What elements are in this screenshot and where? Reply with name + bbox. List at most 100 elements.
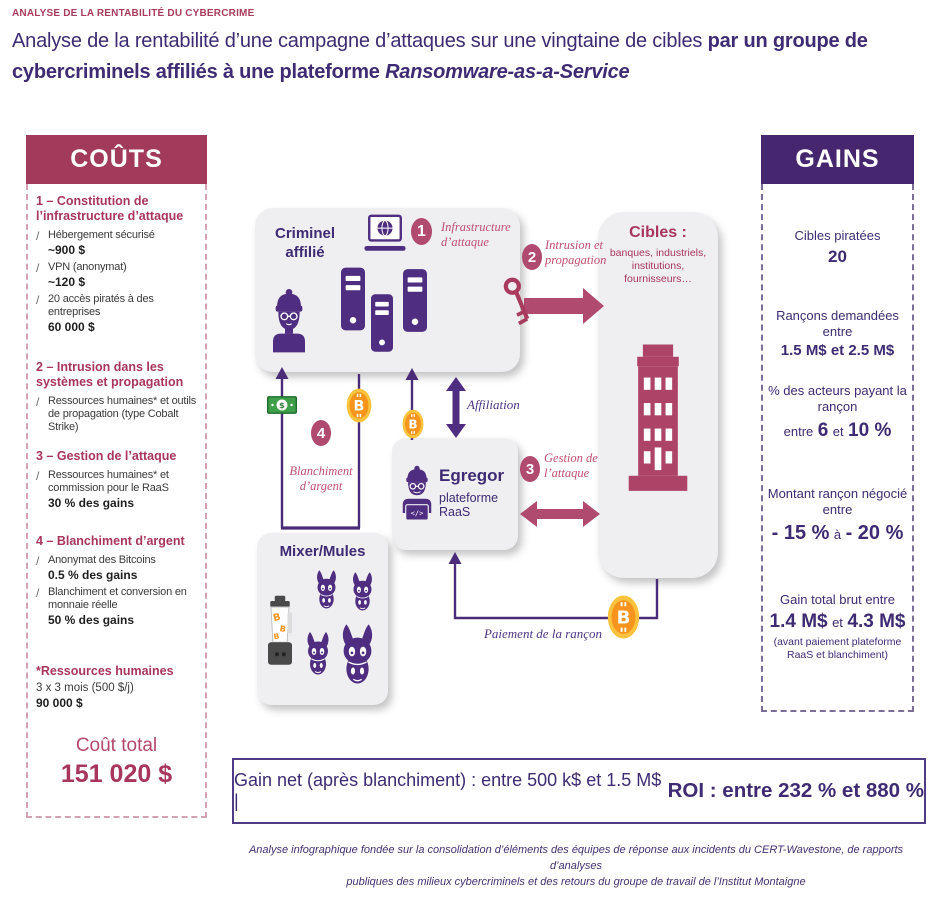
cost-footnote: *Ressources humaines 3 x 3 mois (500 $/j… bbox=[36, 664, 204, 710]
affiliation-arrow bbox=[446, 377, 466, 438]
step-badge-2: 2 bbox=[522, 244, 542, 270]
title-bold-1: par un groupe de bbox=[707, 30, 868, 52]
criminal-title: Criminel affilié bbox=[259, 224, 351, 262]
gains-panel: GAINS Cibles piratées 20 Rançons demandé… bbox=[761, 135, 914, 712]
gain-entry-gross: Gain total brut entre 1.4 M$ et 4.3 M$ (… bbox=[767, 592, 908, 662]
step-label-4: Blanchiment d’argent bbox=[285, 464, 357, 494]
mule-icon bbox=[313, 569, 340, 611]
arrowhead-up bbox=[448, 552, 462, 564]
gain-label: Rançons demandées entre bbox=[776, 308, 899, 339]
cost-total-value: 151 020 $ bbox=[60, 760, 173, 788]
step-label-2: Intrusion et propagation bbox=[545, 238, 617, 268]
footer-line-1: Analyse infographique fondée sur la cons… bbox=[248, 844, 904, 872]
eyebrow-label: ANALYSE DE LA RENTABILITÉ DU CYBERCRIME bbox=[12, 8, 255, 19]
costs-panel: COÛTS 1 – Constitution de l’infrastructu… bbox=[26, 135, 207, 818]
title-line-2: cybercriminels affiliés à une plateforme… bbox=[12, 57, 932, 88]
dollar-bill-icon: $ bbox=[267, 396, 297, 414]
server-icon bbox=[341, 266, 365, 332]
gains-body: Cibles piratées 20 Rançons demandées ent… bbox=[761, 184, 914, 712]
gain-entry-negotiated: Montant rançon négocié entre - 15 % à - … bbox=[767, 486, 908, 545]
cost-item-value: 50 % des gains bbox=[48, 613, 135, 627]
gain-entry-targets: Cibles piratées 20 bbox=[767, 228, 908, 267]
cost-item-text: Ressources humaines* et outils de propag… bbox=[48, 395, 197, 433]
criminal-box: Criminel affilié bbox=[255, 208, 520, 372]
blender-icon: B B B bbox=[268, 595, 292, 665]
step-label-3: Gestion de l’attaque bbox=[544, 451, 610, 481]
step-label-line: Blanchiment bbox=[289, 464, 353, 478]
gain-value: 6 bbox=[817, 420, 829, 441]
cost-section-title: 2 – Intrusion dans les systèmes et propa… bbox=[36, 360, 184, 389]
step-label-line: Infrastructure bbox=[441, 220, 511, 234]
svg-text:B: B bbox=[272, 612, 282, 624]
cost-section-1: 1 – Constitution de l’infrastructure d’a… bbox=[36, 194, 204, 338]
cost-item: / 20 accès piratés à des entreprises 60 … bbox=[36, 293, 204, 334]
slash-bullet: / bbox=[36, 293, 40, 307]
footnote-value: 90 000 $ bbox=[36, 696, 83, 710]
bitcoin-icon bbox=[402, 409, 424, 439]
intrusion-arrow bbox=[524, 288, 604, 324]
step-badge-3: 3 bbox=[520, 456, 540, 482]
footnote-title: *Ressources humaines bbox=[36, 664, 174, 678]
footer-line-2: publiques des milieux cybercriminels et … bbox=[346, 876, 806, 888]
summary-roi: ROI : entre 232 % et 880 % bbox=[667, 779, 924, 802]
cost-item-text: 20 accès piratés à des entreprises bbox=[48, 293, 154, 318]
cost-item-value: ~900 $ bbox=[48, 243, 86, 257]
cost-section-title: 3 – Gestion de l’attaque bbox=[36, 449, 177, 463]
cost-section-title: 4 – Blanchiment d’argent bbox=[36, 534, 185, 548]
svg-text:</>: </> bbox=[411, 508, 424, 517]
key-icon bbox=[503, 277, 530, 326]
gain-value: - 20 % bbox=[845, 522, 904, 544]
cost-item: / Ressources humaines* et outils de prop… bbox=[36, 395, 204, 434]
step-label-line: propagation bbox=[545, 253, 607, 267]
gain-value: 1.5 M$ et 2.5 M$ bbox=[780, 342, 895, 359]
svg-text:B: B bbox=[279, 623, 287, 634]
cost-section-title: 1 – Constitution de l’infrastructure d’a… bbox=[36, 194, 184, 223]
targets-sub-2: institutions, fournisseurs… bbox=[624, 260, 692, 285]
gain-value: 20 bbox=[828, 247, 847, 266]
cost-item-text: Hébergement sécurisé bbox=[48, 229, 155, 241]
cost-item-text: VPN (anonymat) bbox=[48, 261, 127, 273]
gain-label: Cibles piratées bbox=[794, 228, 881, 243]
mule-icon bbox=[303, 625, 333, 683]
gain-note: (avant paiement plateforme bbox=[773, 636, 902, 648]
mixer-box: Mixer/Mules B B B bbox=[257, 533, 388, 705]
criminal-title-1: Criminel bbox=[274, 225, 335, 242]
bitcoin-icon bbox=[346, 388, 372, 423]
server-icon bbox=[403, 268, 427, 333]
cost-item: / Anonymat des Bitcoins 0.5 % des gains bbox=[36, 554, 204, 582]
gain-value: - 15 % bbox=[771, 522, 830, 544]
slash-bullet: / bbox=[36, 554, 40, 568]
cost-item-text: Ressources humaines* et commission pour … bbox=[48, 469, 169, 494]
targets-sub-1: banques, industriels, bbox=[609, 247, 707, 259]
footnote-line: 3 x 3 mois (500 $/j) bbox=[36, 682, 134, 694]
step-label-line: Intrusion et bbox=[545, 238, 603, 252]
building-icon bbox=[628, 344, 688, 491]
gain-label: entre bbox=[822, 502, 853, 517]
page-title: Analyse de la rentabilité d’une campagne… bbox=[12, 26, 932, 88]
costs-body: 1 – Constitution de l’infrastructure d’a… bbox=[26, 184, 207, 818]
gain-label: Gain total brut entre bbox=[780, 592, 895, 607]
step-badge-1: 1 bbox=[411, 218, 432, 245]
gain-text: à bbox=[833, 527, 842, 542]
cost-total: Coût total 151 020 $ bbox=[28, 735, 205, 789]
gain-label: rançon bbox=[817, 399, 858, 414]
cost-item-text: Blanchiment et conversion en monnaie rée… bbox=[48, 586, 187, 611]
slash-bullet: / bbox=[36, 261, 40, 275]
title-line-1: Analyse de la rentabilité d’une campagne… bbox=[12, 26, 932, 57]
title-italic: Ransomware-as-a-Service bbox=[385, 61, 630, 83]
server-icon bbox=[371, 292, 393, 354]
gain-value: 4.3 M$ bbox=[847, 611, 906, 632]
egregor-title: Egregor bbox=[439, 466, 505, 485]
targets-box: Cibles : banques, industriels, instituti… bbox=[598, 212, 718, 578]
slash-bullet: / bbox=[36, 395, 40, 409]
cost-item-text: Anonymat des Bitcoins bbox=[48, 554, 156, 566]
footer-note: Analyse infographique fondée sur la cons… bbox=[230, 842, 922, 890]
egregor-subtitle: plateforme RaaS bbox=[439, 491, 499, 519]
hacker-icon bbox=[273, 289, 305, 353]
step-badge-4: 4 bbox=[311, 420, 331, 446]
step-label-line: d’attaque bbox=[441, 235, 489, 249]
targets-title: Cibles : bbox=[629, 224, 687, 241]
title-regular: Analyse de la rentabilité d’une campagne… bbox=[12, 30, 708, 52]
svg-text:$: $ bbox=[279, 400, 285, 410]
